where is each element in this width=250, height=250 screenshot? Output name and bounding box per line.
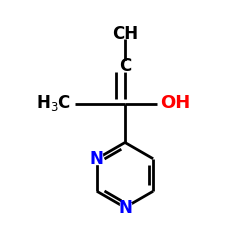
Polygon shape <box>91 154 102 164</box>
Text: N: N <box>118 199 132 217</box>
Polygon shape <box>120 61 130 71</box>
Text: H$_3$C: H$_3$C <box>36 93 71 113</box>
Text: OH: OH <box>160 94 190 112</box>
Polygon shape <box>120 203 130 213</box>
Text: C: C <box>119 57 131 75</box>
Text: N: N <box>90 150 104 168</box>
Text: CH: CH <box>112 25 138 43</box>
